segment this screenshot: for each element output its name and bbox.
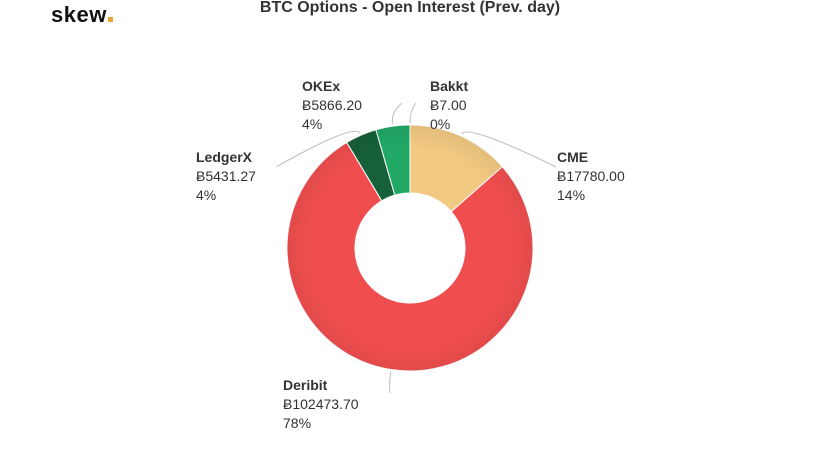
skew-logo: skew	[51, 2, 113, 28]
label-okex: OKEx Ƀ5866.20 4%	[302, 77, 362, 134]
logo-text: skew	[51, 2, 107, 27]
chart-title: BTC Options - Open Interest (Prev. day)	[259, 0, 561, 16]
slice-value: Ƀ102473.70	[283, 396, 359, 412]
label-cme: CME Ƀ17780.00 14%	[557, 148, 625, 205]
slice-percent: 0%	[430, 116, 451, 132]
slice-name: OKEx	[302, 78, 341, 94]
connector-bakkt	[409, 102, 417, 124]
label-bakkt: Bakkt Ƀ7.00 0%	[430, 77, 468, 134]
slice-name: LedgerX	[196, 149, 253, 165]
slice-value: Ƀ7.00	[430, 97, 467, 113]
connector-okex	[391, 102, 403, 125]
label-deribit: Deribit Ƀ102473.70 78%	[283, 376, 359, 433]
connector-deribit	[389, 371, 392, 394]
label-ledgerx: LedgerX Ƀ5431.27 4%	[196, 148, 256, 205]
slice-name: Bakkt	[430, 78, 469, 94]
slice-name: CME	[557, 149, 589, 165]
logo-dot	[107, 17, 113, 22]
slice-percent: 4%	[196, 187, 217, 203]
slice-name: Deribit	[283, 377, 328, 393]
slice-value: Ƀ17780.00	[557, 168, 625, 184]
slice-value: Ƀ5866.20	[302, 97, 362, 113]
slice-percent: 4%	[302, 116, 323, 132]
connector-cme	[461, 131, 557, 168]
connector-ledgerx	[275, 130, 361, 168]
slice-percent: 78%	[283, 415, 312, 431]
slice-value: Ƀ5431.27	[196, 168, 256, 184]
slice-percent: 14%	[557, 187, 586, 203]
